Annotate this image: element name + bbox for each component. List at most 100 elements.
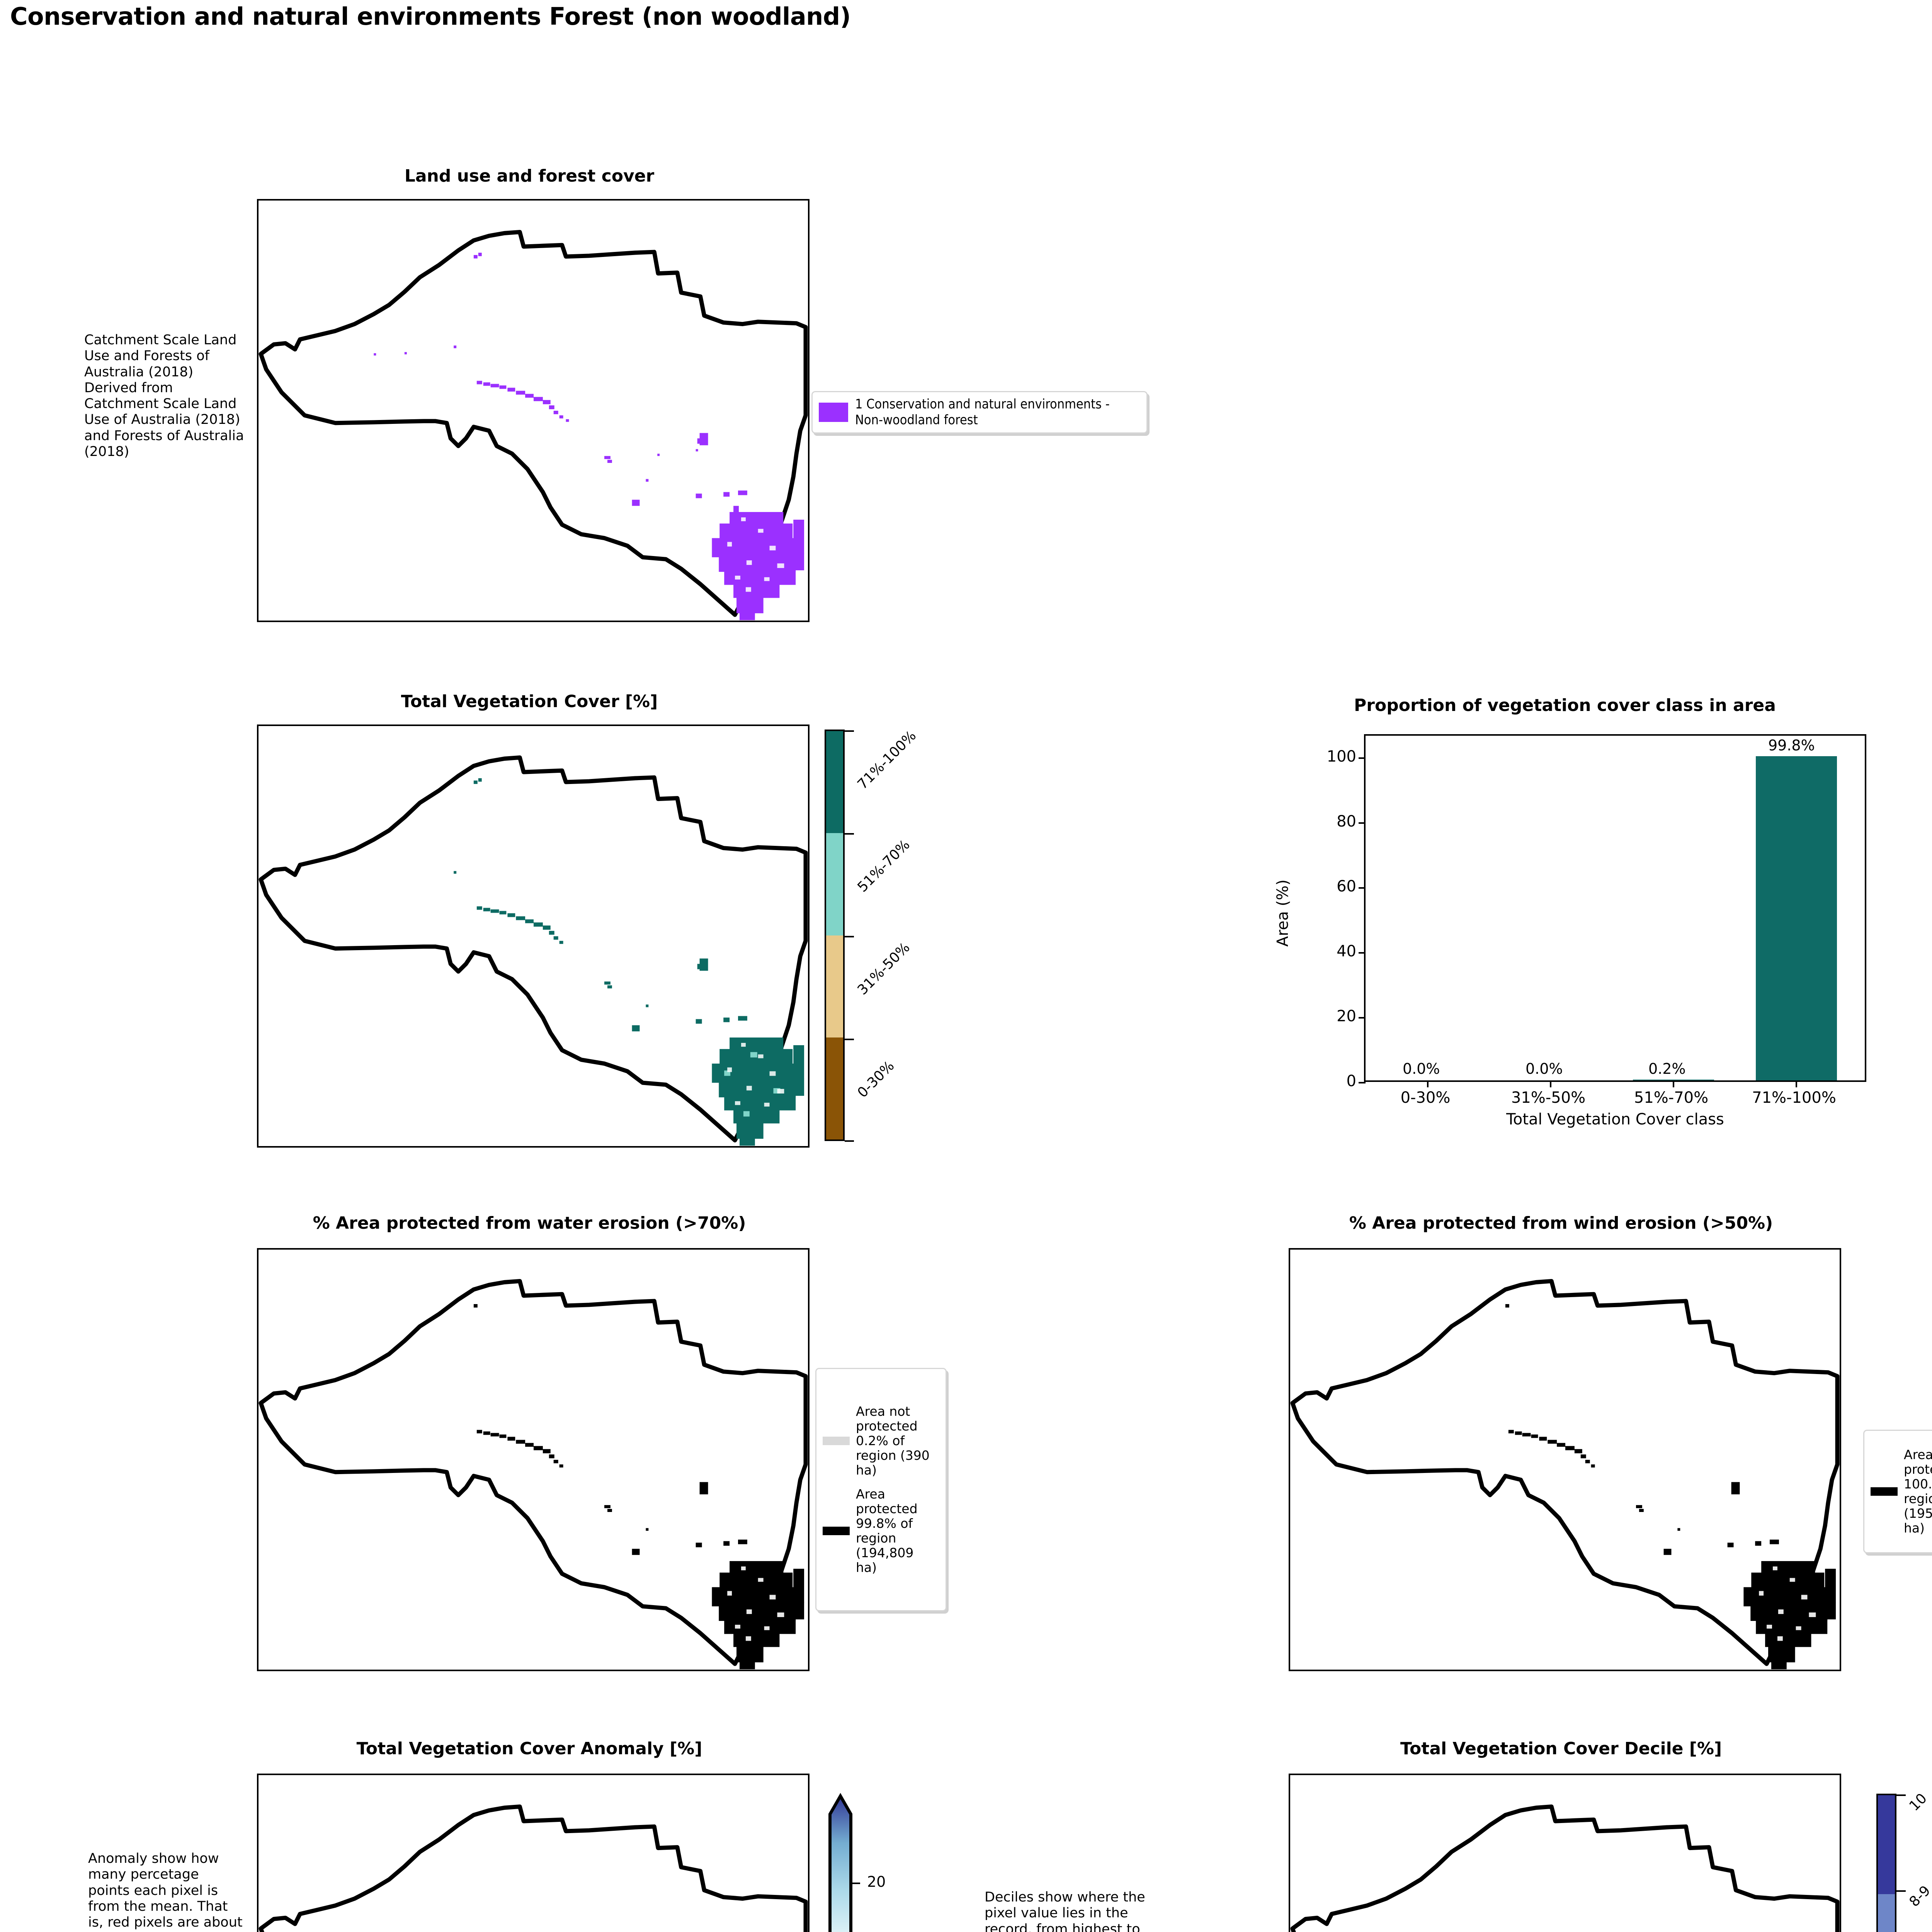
chart-ytick-label-80: 80 — [1337, 813, 1356, 830]
axis-tick — [701, 621, 702, 622]
map-land-use-graphic — [259, 230, 808, 621]
chart-xtick-label-0-30: 0-30% — [1400, 1089, 1451, 1107]
axis-tick — [581, 1146, 583, 1148]
axis-tick — [461, 1670, 463, 1671]
legend-swatch-conservation — [819, 403, 848, 422]
legend-land-use[interactable]: 1 Conservation and natural environments … — [811, 391, 1148, 434]
panel-proportion-chart: Proportion of vegetation cover class in … — [1236, 696, 1893, 1198]
colorbar-tick — [1896, 1890, 1906, 1892]
panel-wind-erosion: % Area protected from wind erosion (>50%… — [1279, 1213, 1843, 1689]
axis-tick — [1359, 952, 1366, 954]
axis-tick — [282, 1146, 283, 1148]
axis-tick — [401, 1146, 403, 1148]
chart-bar-71-100[interactable] — [1756, 756, 1837, 1080]
colorbar-label-decile-10: 10 — [1906, 1790, 1930, 1814]
panel-title-wind-erosion: % Area protected from wind erosion (>50%… — [1349, 1213, 1773, 1233]
axis-tick — [282, 621, 283, 622]
land-use-source-note: Catchment Scale Land Use and Forests of … — [84, 332, 244, 460]
colorbar-tick — [851, 1883, 860, 1884]
colorbar-segment-0-30 — [826, 1037, 843, 1139]
axis-tick — [1550, 1080, 1551, 1087]
axis-tick — [401, 621, 403, 622]
legend-entry-wind-protected: Area protected 100.0% of region (195,200… — [1871, 1447, 1932, 1536]
panel-title-total-vegetation-cover: Total Vegetation Cover [%] — [401, 692, 658, 711]
colorbar-label-decile-8-9: 8-9 — [1906, 1883, 1932, 1910]
colorbar-segment-31-50 — [826, 935, 843, 1037]
colorbar-label-20: 20 — [867, 1873, 886, 1890]
axis-tick — [1793, 1670, 1794, 1671]
axis-tick — [257, 1393, 259, 1394]
map-water-erosion[interactable] — [257, 1248, 810, 1671]
colorbar-anomaly: 20 10 0 −10 −20 — [827, 1793, 989, 1932]
colorbar-segment-10 — [1878, 1795, 1895, 1894]
axis-tick — [641, 621, 643, 622]
axis-tick — [461, 621, 463, 622]
axis-tick — [1433, 1670, 1435, 1671]
chart-plot-area[interactable]: 0.0% 0.0% 0.2% 99.8% — [1359, 734, 1866, 1087]
map-anomaly[interactable] — [257, 1774, 810, 1932]
axis-tick — [761, 1670, 762, 1671]
axis-tick — [342, 621, 343, 622]
chart-ytick-label-60: 60 — [1337, 878, 1356, 895]
colorbar-segment-8-9 — [1878, 1894, 1895, 1932]
axis-tick — [1493, 1670, 1495, 1671]
colorbar-tick — [845, 936, 854, 937]
chart-x-axis-label: Total Vegetation Cover class — [1506, 1111, 1724, 1128]
axis-tick — [257, 869, 259, 871]
axis-tick — [521, 1670, 523, 1671]
axis-tick — [1289, 1536, 1290, 1537]
colorbar-label-51-70: 51%-70% — [854, 837, 913, 895]
axis-tick — [1359, 1082, 1366, 1083]
chart-ytick-label-0: 0 — [1346, 1072, 1356, 1090]
legend-swatch-wind-protected — [1871, 1487, 1898, 1496]
axis-tick — [342, 1670, 343, 1671]
legend-label-conservation: 1 Conservation and natural environments … — [855, 396, 1110, 428]
axis-tick — [581, 621, 583, 622]
axis-tick — [401, 1670, 403, 1671]
chart-ytick-label-100: 100 — [1327, 748, 1356, 765]
axis-tick — [257, 344, 259, 345]
axis-tick — [1673, 1670, 1674, 1671]
axis-tick — [761, 1146, 762, 1148]
map-decile[interactable] — [1289, 1774, 1841, 1932]
axis-tick — [257, 1847, 259, 1848]
colorbar-tick — [845, 1140, 854, 1142]
axis-tick — [1427, 1080, 1429, 1087]
colorbar-total-vegetation-cover: 71%-100% 51%-70% 31%-50% 0-30% — [825, 728, 1041, 1155]
axis-tick — [1373, 1670, 1375, 1671]
axis-tick — [257, 1321, 259, 1323]
colorbar-segment-51-70 — [826, 833, 843, 935]
axis-tick — [257, 798, 259, 799]
axis-tick — [342, 1146, 343, 1148]
axis-tick — [641, 1146, 643, 1148]
axis-tick — [701, 1670, 702, 1671]
axis-tick — [257, 486, 259, 488]
axis-tick — [257, 1536, 259, 1537]
map-wind-erosion[interactable] — [1289, 1248, 1841, 1671]
axis-tick — [1289, 1393, 1290, 1394]
chart-data-label-0-30: 0.0% — [1403, 1060, 1440, 1077]
legend-wind-erosion[interactable]: Area protected 100.0% of region (195,200… — [1863, 1430, 1932, 1553]
axis-tick — [1313, 1670, 1315, 1671]
colorbar-decile: 10 8-9 4-7 2-3 1 — [1876, 1790, 1932, 1932]
axis-tick — [1796, 1080, 1797, 1087]
axis-tick — [701, 1146, 702, 1148]
map-land-use[interactable] — [257, 199, 810, 622]
axis-tick — [1359, 757, 1366, 759]
legend-water-erosion[interactable]: Area not protected 0.2% of region (390 h… — [815, 1368, 947, 1611]
axis-tick — [1359, 1017, 1366, 1019]
chart-ytick-label-40: 40 — [1337, 942, 1356, 960]
axis-tick — [257, 1607, 259, 1609]
colorbar-tick — [845, 833, 854, 835]
map-anomaly-graphic — [259, 1804, 808, 1932]
axis-tick — [257, 558, 259, 560]
legend-entry-protected: Area protected 99.8% of region (194,809 … — [823, 1487, 939, 1575]
colorbar-tick — [845, 1039, 854, 1040]
axis-tick — [257, 272, 259, 274]
chart-y-axis-label: Area (%) — [1274, 879, 1292, 947]
panel-title-land-use: Land use and forest cover — [404, 166, 655, 186]
map-total-vegetation-cover[interactable] — [257, 724, 810, 1148]
chart-data-label-51-70: 0.2% — [1648, 1060, 1686, 1077]
axis-tick — [521, 621, 523, 622]
panel-decile: Total Vegetation Cover Decile [%] — [1279, 1739, 1843, 1932]
